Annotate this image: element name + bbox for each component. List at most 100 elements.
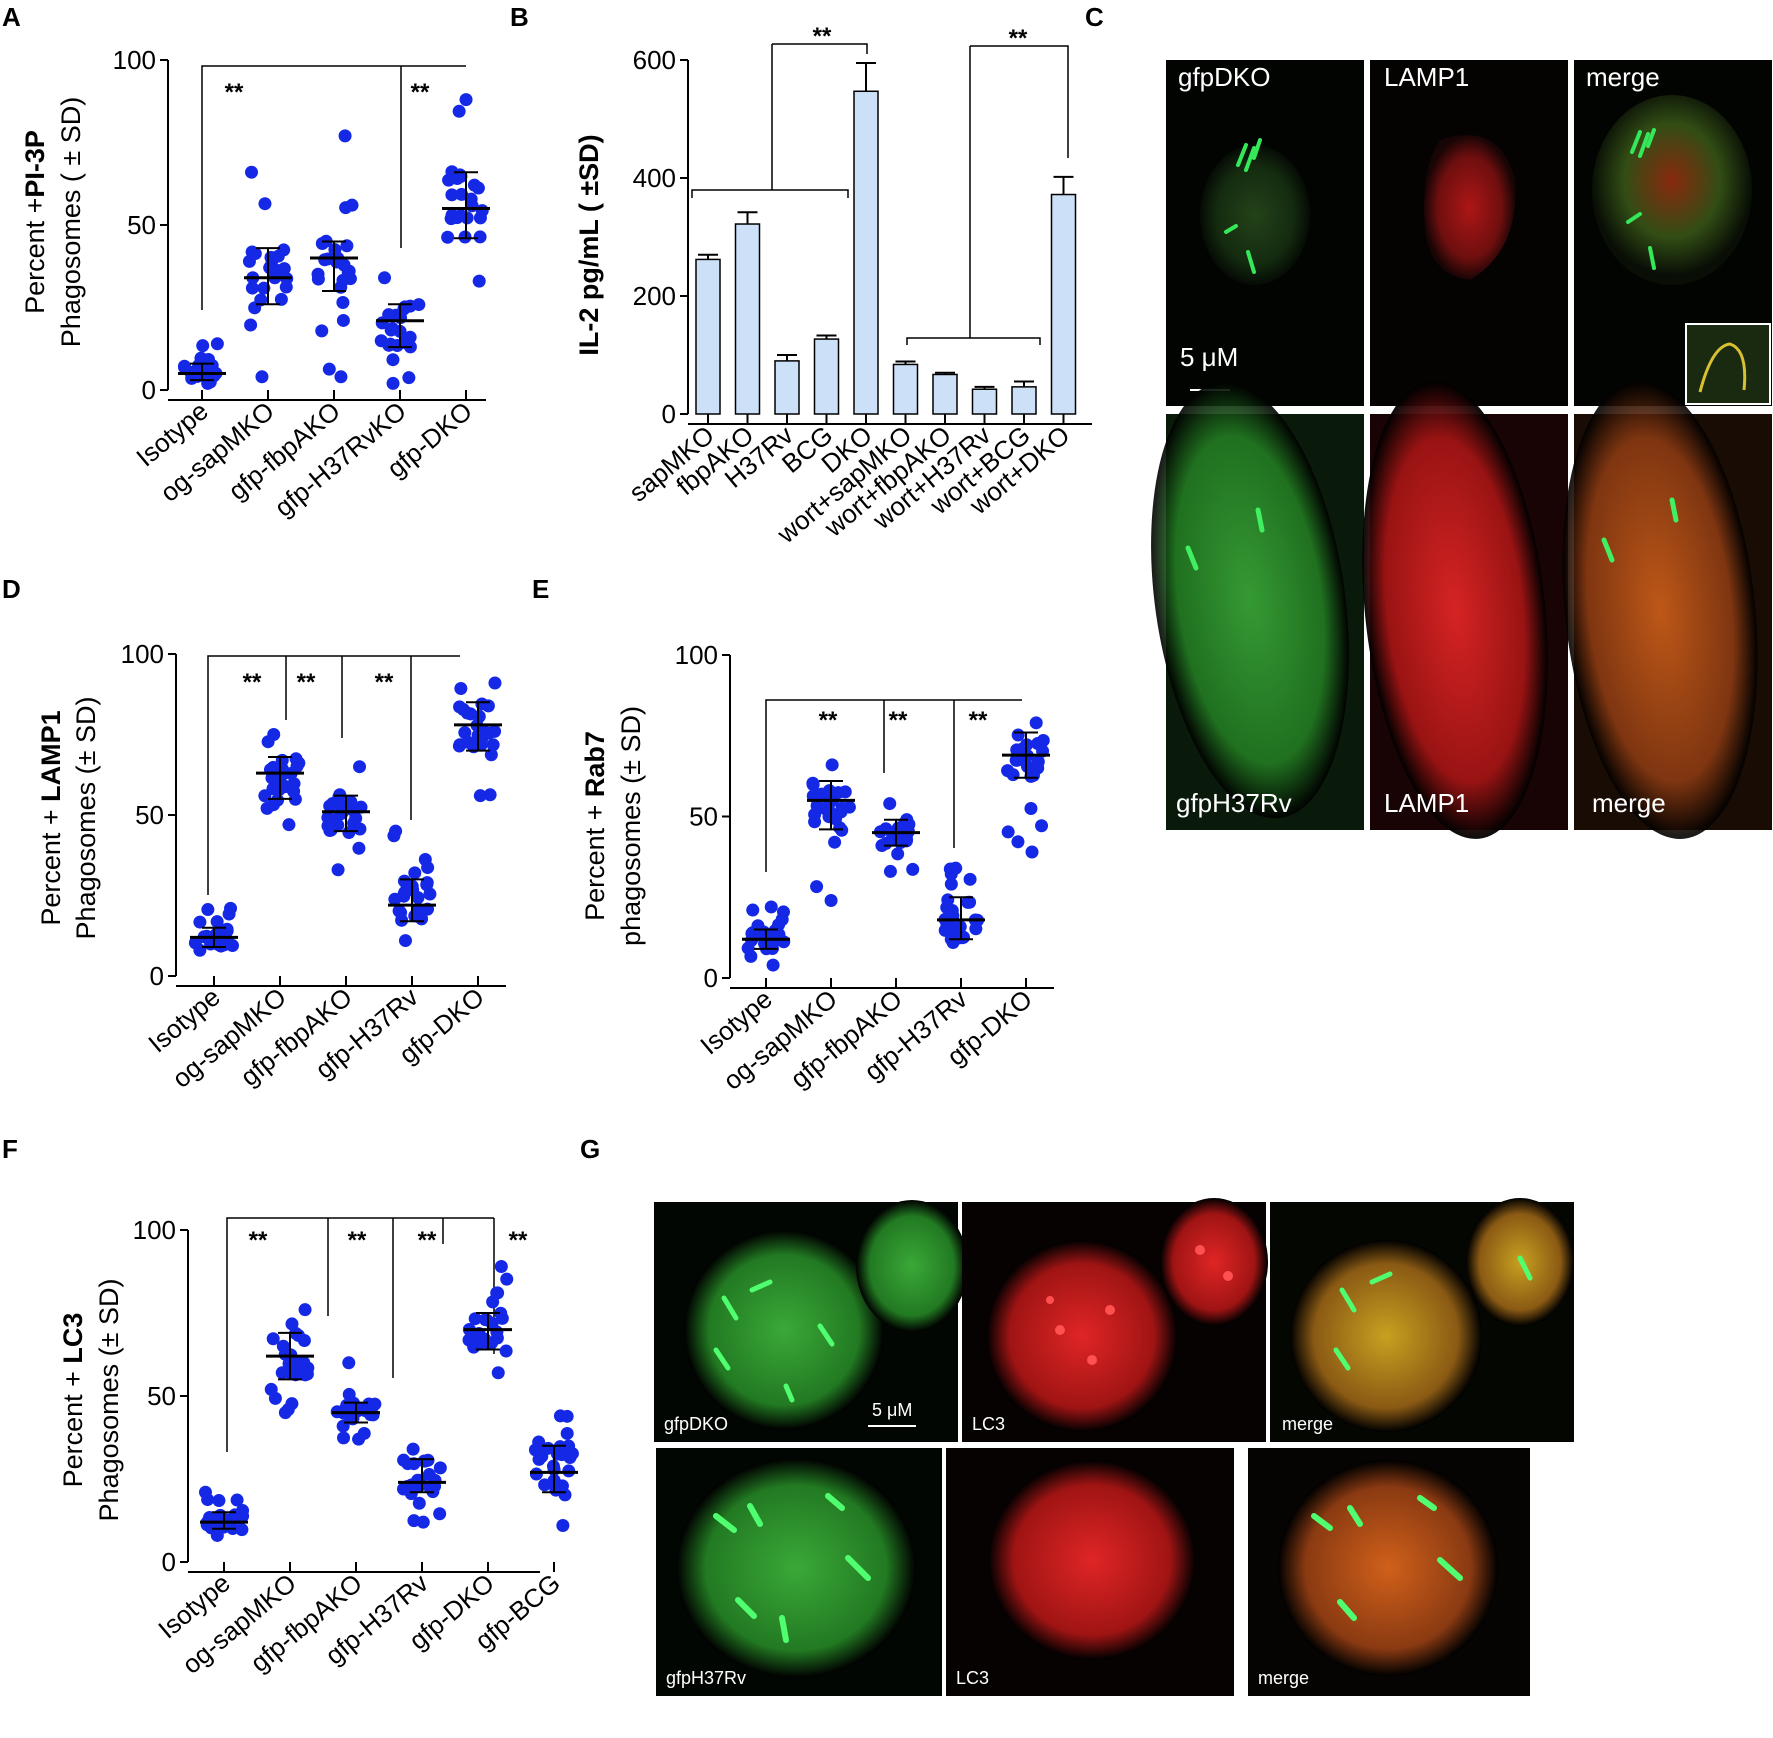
chart-d-lamp1: Percent + LAMP1 Phagosomes (± SD) ** ** … <box>36 639 506 1094</box>
chart-d-significance <box>207 655 460 895</box>
chart-A-point <box>272 264 286 278</box>
g-bottom-label-1: gfpH37Rv <box>666 1668 746 1688</box>
chart-D-point <box>201 903 215 917</box>
chart-b-bar-1 <box>734 223 761 415</box>
chart-f-sig-4: ** <box>509 1227 528 1254</box>
chart-E-group-1 <box>806 758 856 907</box>
chart-D-point <box>488 676 502 690</box>
chart-F-point <box>491 1366 505 1380</box>
chart-A-point <box>459 93 473 107</box>
chart-F-point <box>285 1397 299 1411</box>
chart-E-point <box>746 903 760 917</box>
chart-D-point <box>388 892 402 906</box>
chart-F-group-1 <box>264 1303 315 1420</box>
chart-f-lc3: Percent + LC3 Phagosomes (± SD) ** ** **… <box>58 1215 579 1680</box>
chart-A-point <box>274 292 288 306</box>
c-bottom-green-cell <box>1151 381 1349 819</box>
chart-A-point <box>471 181 485 195</box>
chart-F-point <box>357 1426 371 1440</box>
chart-F-point <box>433 1461 447 1475</box>
panel-label-b: B <box>510 2 529 32</box>
chart-F-point <box>433 1507 447 1521</box>
chart-D-point <box>394 906 408 920</box>
chart-F-point <box>532 1452 546 1466</box>
g-top-red-cell-1 <box>986 1240 1178 1432</box>
chart-b-bar-6 <box>932 373 958 415</box>
chart-A-point <box>403 330 417 344</box>
chart-F-point <box>490 1331 504 1345</box>
chart-E-point <box>883 797 897 811</box>
chart-E-point <box>891 847 905 861</box>
chart-A-point <box>473 230 487 244</box>
chart-F-point <box>401 1457 415 1471</box>
c-top-label-2: LAMP1 <box>1384 62 1469 92</box>
g-top-red-cell-2 <box>1160 1198 1268 1326</box>
chart-D-point <box>271 793 285 807</box>
chart-F-point <box>499 1344 513 1358</box>
chart-d-ylabel-line2: Phagosomes (± SD) <box>71 697 101 940</box>
chart-F-point <box>289 1368 303 1382</box>
g-bottom-merge-cell <box>1278 1460 1498 1676</box>
chart-D-point <box>331 863 345 877</box>
panel-label-f: F <box>2 1134 18 1164</box>
chart-E-group-3 <box>937 861 985 949</box>
bacteria-rods-g-bottom-green <box>713 1493 871 1643</box>
chart-A-ytick-label: 50 <box>127 210 156 240</box>
chart-E-point <box>1011 728 1025 742</box>
chart-b-bar-4 <box>853 90 879 415</box>
chart-E-point <box>1035 819 1049 833</box>
chart-D-point <box>321 819 335 833</box>
chart-F-point <box>560 1409 574 1423</box>
chart-D-point <box>266 782 280 796</box>
chart-A-point <box>210 337 224 351</box>
chart-A-point <box>311 272 325 286</box>
c-top-red-cell <box>1424 135 1516 280</box>
bacteria-rods-c-bottom-merge <box>1601 497 1679 563</box>
chart-E-point <box>821 787 835 801</box>
c-bottom-label-2: LAMP1 <box>1384 788 1469 818</box>
chart-b-ytick-label: 0 <box>662 399 676 429</box>
chart-A-point <box>472 274 486 288</box>
chart-E-point <box>1024 801 1038 815</box>
chart-F-group-2 <box>330 1356 382 1446</box>
chart-E-point <box>900 823 914 837</box>
chart-D-point <box>408 866 422 880</box>
chart-a-ylabel-line1: Percent +PI-3P <box>20 130 50 314</box>
g-top-label-1: gfpDKO <box>664 1414 728 1434</box>
chart-E-ytick-label: 50 <box>689 802 718 832</box>
chart-E-point <box>1006 768 1020 782</box>
g-top-green-cell-2 <box>856 1200 968 1332</box>
bacteria-rods-g-top-merge <box>1333 1255 1533 1371</box>
chart-E-point <box>772 927 786 941</box>
chart-f-sig-2: ** <box>348 1227 367 1254</box>
chart-b-bar-0 <box>695 258 721 415</box>
chart-E-point <box>906 862 920 876</box>
chart-E-point <box>825 758 839 772</box>
lc3-puncta-g-top <box>1046 1245 1233 1365</box>
chart-F-point <box>412 1496 426 1510</box>
chart-e-ylabel-line1: Percent + Rab7 <box>580 731 610 921</box>
chart-d-sig-3: ** <box>375 669 394 696</box>
chart-b-bar-8 <box>1011 386 1037 415</box>
chart-E-point <box>963 895 977 909</box>
chart-E-point <box>834 805 848 819</box>
chart-A-point <box>402 371 416 385</box>
chart-A-ytick-label: 100 <box>113 45 156 75</box>
chart-b-ytick-label: 400 <box>633 163 676 193</box>
chart-F-point <box>529 1467 543 1481</box>
chart-F-ytick-label: 100 <box>133 1215 176 1245</box>
chart-A-point <box>334 370 348 384</box>
chart-F-point <box>500 1272 514 1286</box>
chart-D-point <box>483 788 497 802</box>
chart-b-ylabel: IL-2 pg/mL ( ±SD) <box>574 134 604 355</box>
chart-F-point <box>340 1398 354 1412</box>
chart-E-point <box>1011 835 1025 849</box>
chart-A-point <box>196 339 210 353</box>
chart-A-point <box>322 362 336 376</box>
chart-F-point <box>560 1426 574 1440</box>
chart-E-group-4 <box>1001 716 1050 859</box>
chart-F-point <box>285 1317 299 1331</box>
c-bottom-label-3: merge <box>1592 788 1666 818</box>
chart-E-point <box>1025 845 1039 859</box>
chart-F-group-3 <box>397 1442 447 1529</box>
